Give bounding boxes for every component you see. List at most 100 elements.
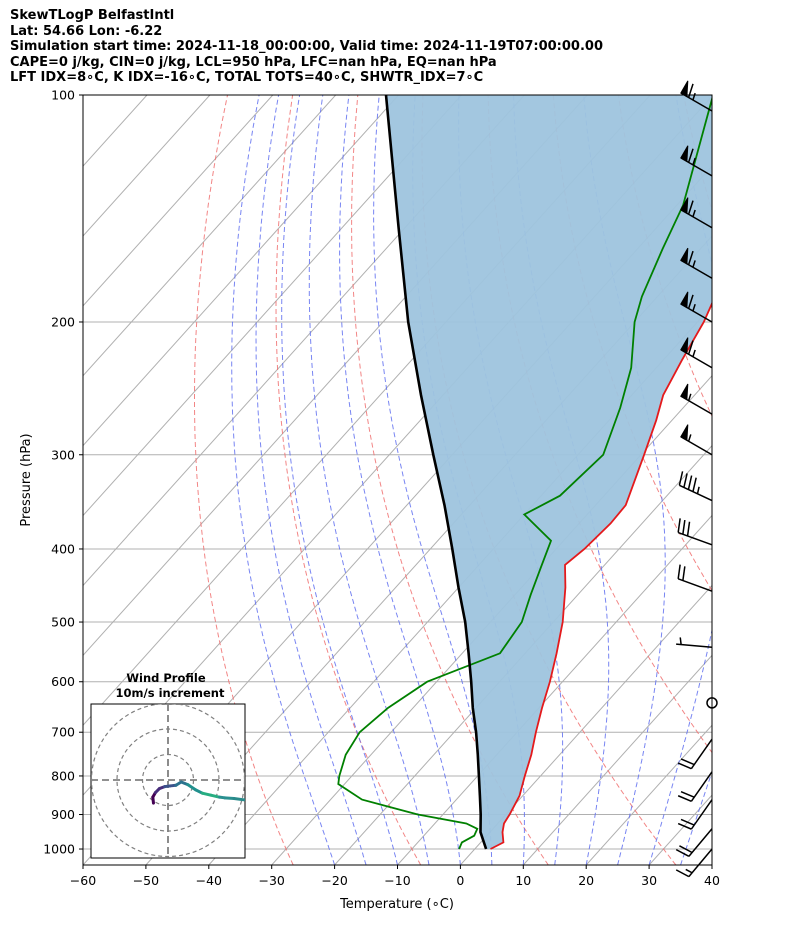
barb-full <box>682 519 686 535</box>
barb-flag <box>680 383 689 401</box>
y-tick-label: 700 <box>51 725 75 740</box>
barb-staff <box>688 848 713 878</box>
hodograph-segment <box>232 796 245 802</box>
wind-barb <box>677 564 713 592</box>
barb-full <box>678 471 684 486</box>
barb-full <box>677 795 692 803</box>
wind-barb <box>680 424 713 456</box>
moist-adiabat-line <box>373 95 493 865</box>
barb-half <box>692 349 696 357</box>
barb-full <box>687 250 694 265</box>
stability-indices-1: CAPE=0 j/kg, CIN=0 j/kg, LCL=950 hPa, LF… <box>10 54 497 70</box>
dry-adiabat-line <box>351 95 549 865</box>
station-location: Lat: 54.66 Lon: -6.22 <box>10 23 163 39</box>
barb-full <box>677 822 692 830</box>
isotherm-gridline <box>522 654 712 865</box>
barb-half <box>692 260 696 268</box>
barb-full <box>682 566 686 581</box>
barb-full <box>686 521 691 537</box>
isotherm-gridline <box>83 95 462 517</box>
barb-flag <box>680 197 689 215</box>
inset-title: Wind Profile <box>126 671 206 685</box>
barb-full <box>680 790 695 798</box>
barb-flag <box>680 145 689 163</box>
temperature-line <box>490 301 712 850</box>
y-tick-label: 600 <box>51 674 75 689</box>
y-tick-label: 300 <box>51 447 75 462</box>
y-tick-label: 800 <box>51 768 75 783</box>
wind-barb <box>680 80 713 112</box>
barb-half <box>679 637 682 645</box>
barb-flag <box>680 424 689 442</box>
isotherm-gridline <box>83 95 274 307</box>
wind-barb <box>675 848 713 878</box>
x-tick-label: −50 <box>133 873 159 888</box>
y-axis-label: Pressure (hPa) <box>19 433 34 526</box>
y-tick-label: 1000 <box>43 842 75 857</box>
barb-half <box>687 434 692 442</box>
x-tick-label: −40 <box>196 873 222 888</box>
cape-cin-area <box>386 95 712 849</box>
profile-lines <box>337 95 712 850</box>
barb-flag <box>680 247 689 265</box>
barb-flag <box>680 291 689 309</box>
chart-header: SkewTLogP BelfastIntl Lat: 54.66 Lon: -6… <box>10 8 603 86</box>
isotherm-gridline <box>83 95 337 377</box>
barb-half <box>685 868 693 874</box>
dry-adiabat-line <box>749 95 794 865</box>
wind-barb <box>677 771 713 803</box>
x-tick-label: 10 <box>515 873 531 888</box>
wind-barb <box>677 738 713 770</box>
barb-staff <box>679 484 713 502</box>
wind-barb <box>680 337 713 369</box>
dry-adiabat-line <box>275 95 422 865</box>
stability-indices-2: LFT IDX=8∘C, K IDX=-16∘C, TOTAL TOTS=40∘… <box>10 70 484 85</box>
x-tick-label: −10 <box>384 873 410 888</box>
isotherm-gridline <box>775 95 794 865</box>
y-tick-label: 500 <box>51 615 75 630</box>
x-tick-label: 40 <box>704 873 720 888</box>
barb-full <box>687 148 694 163</box>
barb-half <box>696 486 700 494</box>
barb-half <box>692 92 696 101</box>
barb-full <box>692 477 697 492</box>
wind-barbs <box>675 80 718 878</box>
wind-barb <box>680 197 713 229</box>
axis-ticks: −60 −50 −40 −30 −20 −10 0 10 20 30 40 100 200 300 400 5… <box>43 88 720 889</box>
x-tick-label: 0 <box>456 873 464 888</box>
barb-staff <box>677 531 713 546</box>
hodograph-segment <box>186 783 198 792</box>
moist-adiabat-line <box>255 95 367 865</box>
x-tick-label: −30 <box>259 873 285 888</box>
y-tick-label: 900 <box>51 807 75 822</box>
barb-full <box>679 845 693 854</box>
x-tick-label: 20 <box>578 873 594 888</box>
y-tick-label: 400 <box>51 541 75 556</box>
x-tick-label: −20 <box>321 873 347 888</box>
moist-adiabat-line <box>231 95 336 865</box>
barb-half <box>692 303 696 312</box>
barb-staff <box>688 828 713 857</box>
hodograph-segment <box>223 796 236 800</box>
moist-adiabat-line <box>339 95 461 865</box>
moist-adiabat-line <box>648 95 712 865</box>
dewpoint-line <box>337 95 712 850</box>
barb-flag <box>680 80 689 98</box>
barb-staff <box>690 799 713 830</box>
barb-full <box>680 758 695 766</box>
barb-flag <box>680 337 689 355</box>
cape-shading <box>386 95 712 849</box>
barb-half <box>692 157 696 166</box>
barb-full <box>680 818 695 826</box>
barb-full <box>687 83 694 98</box>
wind-barb <box>675 828 713 858</box>
dry-adiabat-line <box>194 95 294 865</box>
x-tick-label: −60 <box>70 873 96 888</box>
moist-adiabat-line <box>281 95 398 865</box>
moist-adiabat-line <box>711 863 712 865</box>
wind-barb <box>680 247 713 279</box>
wind-barb <box>680 291 713 323</box>
wind-barb <box>706 697 718 709</box>
